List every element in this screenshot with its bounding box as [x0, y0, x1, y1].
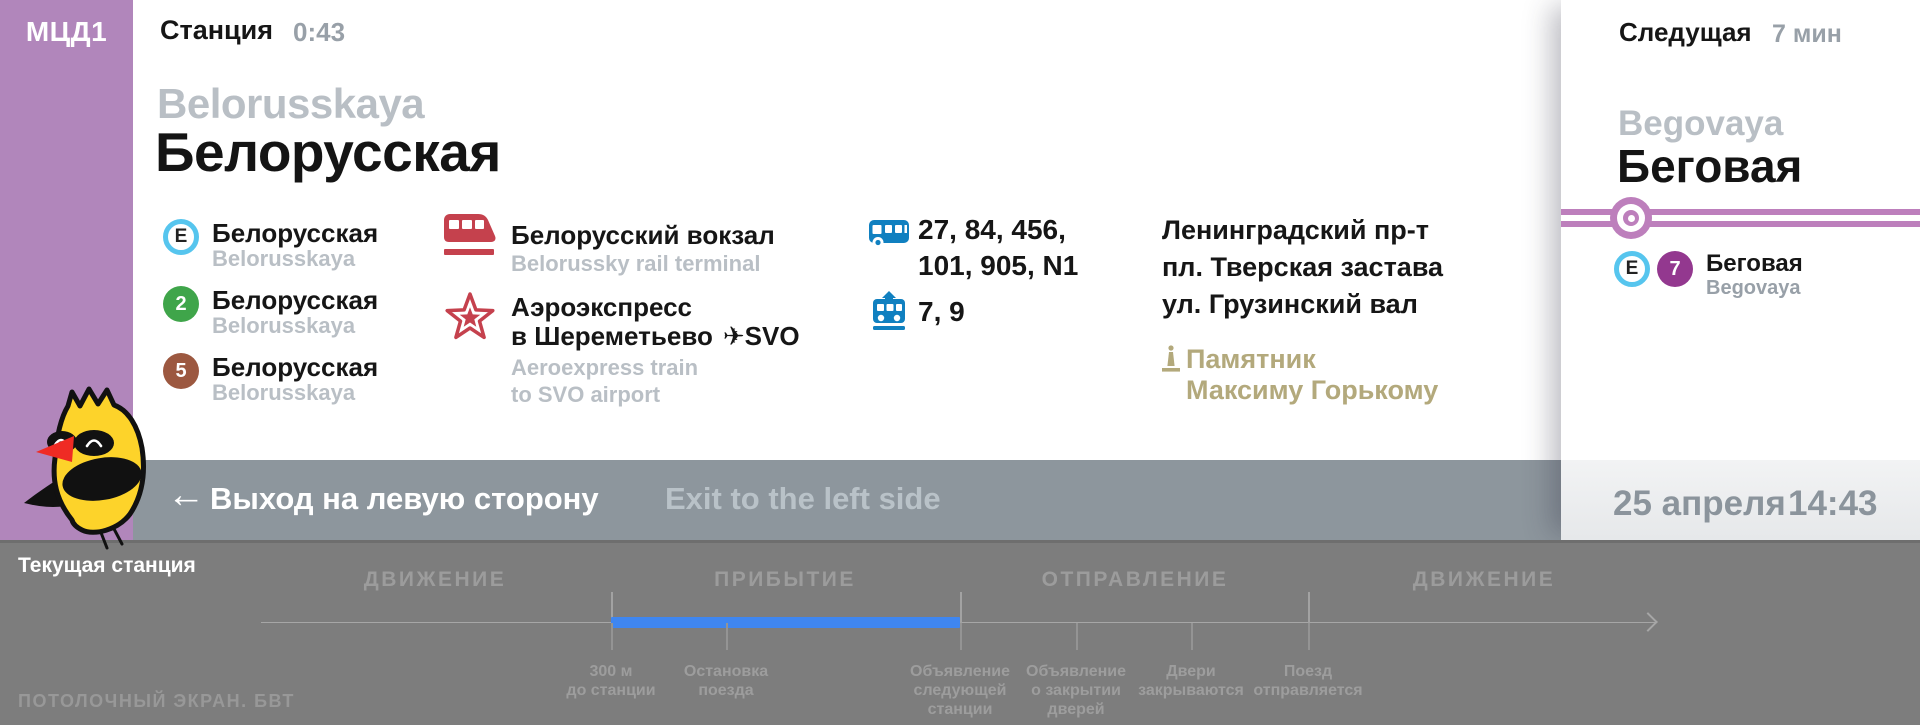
connection-name-ru: Белорусская — [212, 352, 379, 382]
landmark-name-line2: Максиму Горькому — [1186, 375, 1439, 405]
phase-label-departure: ОТПРАВЛЕНИЕ — [1041, 568, 1229, 591]
street-name: пл. Тверская застава — [1162, 252, 1444, 282]
event-label: Поезд отправляется — [1253, 663, 1363, 699]
connection-name-ru: Белорусская — [212, 218, 379, 248]
next-station-connections: Е 7 Беговая Begovaya — [1614, 251, 1803, 299]
current-station-label: Текущая станция — [18, 554, 196, 577]
metro-connection-row: 2 Белорусская Belorusskaya — [163, 286, 378, 338]
connection-name-ru: Беговая — [1706, 250, 1803, 277]
event-label: Объявление о закрытии дверей — [1026, 663, 1126, 718]
train-icon — [443, 213, 497, 262]
event-label: Остановка поезда — [683, 663, 769, 699]
next-station-name-latin: Begovaya — [1618, 104, 1784, 143]
event-tick — [1308, 623, 1310, 650]
next-station-label: Следущая — [1619, 17, 1752, 47]
timeline-arrowhead-icon — [1638, 612, 1658, 632]
next-station-name-cyrillic: Беговая — [1617, 140, 1803, 192]
aeroexpress-destination: в Шереметьево — [511, 321, 713, 351]
left-arrow-icon: ← — [167, 474, 205, 516]
bus-icon — [868, 217, 910, 254]
connection-name-en: Belorusskaya — [212, 313, 356, 338]
tram-routes: 7, 9 — [918, 296, 965, 327]
plane-icon: ✈ — [722, 321, 745, 351]
tram-icon — [870, 291, 908, 336]
route-track-line — [1561, 209, 1920, 215]
phase-boundary-tick — [960, 592, 962, 623]
event-tick — [611, 623, 613, 650]
aeroexpress-star-icon — [445, 291, 495, 348]
phase-label-moving: ДВИЖЕНИЕ — [1412, 568, 1556, 591]
exit-side-bar: ← Выход на левую сторону Exit to the lef… — [133, 460, 1561, 540]
street-name: Ленинградский пр-т — [1162, 215, 1429, 245]
metro-connection-row: 5 Белорусская Belorusskaya — [163, 353, 378, 405]
next-station-panel: Следущая 7 мин Begovaya Беговая Е 7 Бего… — [1561, 0, 1920, 540]
connection-name-en: Begovaya — [1706, 277, 1801, 299]
event-tick — [960, 623, 962, 650]
aeroexpress-title-ru-line1: Аэроэкспресс — [511, 292, 692, 322]
aeroexpress-title-en-line1: Aeroexpress train — [511, 355, 699, 380]
metro-line-2-icon: 2 — [163, 286, 199, 322]
metro-connection-row: Е Белорусская Belorusskaya — [163, 219, 378, 271]
event-label: Двери закрываются — [1138, 663, 1244, 699]
next-station-eta: 7 мин — [1772, 20, 1842, 48]
connection-name-en: Belorusskaya — [212, 246, 356, 271]
aeroexpress-title-ru-line2: в Шереметьево ✈SVO — [511, 321, 800, 352]
phase-label-arrival: ПРИБЫТИЕ — [714, 568, 856, 591]
event-tick — [1191, 623, 1193, 650]
current-date: 25 апреля — [1613, 484, 1786, 523]
landmark-name-line1: Памятник — [1186, 344, 1316, 374]
event-label: 300 м до станции — [566, 663, 656, 699]
trip-progress-bar — [611, 617, 960, 628]
bus-routes-line2: 101, 905, N1 — [918, 250, 1079, 281]
phase-boundary-tick — [611, 592, 613, 623]
datetime-bar: 25 апреля 14:43 — [1561, 460, 1920, 540]
route-track-line — [1561, 221, 1920, 227]
screen-id-label: ПОТОЛОЧНЫЙ ЭКРАН. БВТ — [18, 691, 295, 711]
rail-terminal-name-en: Belorussky rail terminal — [511, 251, 761, 276]
street-name: ул. Грузинский вал — [1162, 289, 1418, 319]
phase-boundary-tick — [1308, 592, 1310, 623]
event-label: Объявление следующей станции — [910, 663, 1010, 718]
exit-text-en: Exit to the left side — [665, 481, 941, 516]
main-panel — [133, 0, 1561, 460]
phase-label-moving: ДВИЖЕНИЕ — [363, 568, 507, 591]
trip-progress-panel: Текущая станция ДВИЖЕНИЕ ПРИБЫТИЕ ОТПРАВ… — [0, 540, 1920, 725]
event-tick — [726, 623, 728, 650]
bus-routes-line1: 27, 84, 456, — [918, 214, 1066, 245]
connection-name-ru: Белорусская — [212, 285, 379, 315]
next-station-marker — [1610, 197, 1652, 239]
arrival-countdown: 0:43 — [293, 17, 346, 47]
bird-mascot-illustration — [10, 380, 190, 555]
rail-terminal-name-ru: Белорусский вокзал — [511, 220, 775, 250]
line-badge: МЦД1 — [25, 16, 108, 47]
metro-line-d1-icon: Е — [163, 219, 199, 255]
airport-code: SVO — [744, 321, 800, 351]
aeroexpress-title-en-line2: to SVO airport — [511, 382, 661, 407]
metro-line-7-icon: 7 — [1657, 251, 1693, 287]
station-header-label: Станция — [160, 15, 273, 45]
monument-icon — [1162, 345, 1180, 378]
metro-line-5-icon: 5 — [163, 353, 199, 389]
metro-line-d1-icon: Е — [1614, 251, 1650, 287]
event-tick — [1076, 623, 1078, 650]
station-name-latin: Belorusskaya — [157, 80, 425, 127]
current-time: 14:43 — [1788, 484, 1878, 523]
exit-text-ru: Выход на левую сторону — [210, 481, 599, 516]
station-name-cyrillic: Белорусская — [155, 121, 501, 183]
connection-name-en: Belorusskaya — [212, 380, 356, 405]
